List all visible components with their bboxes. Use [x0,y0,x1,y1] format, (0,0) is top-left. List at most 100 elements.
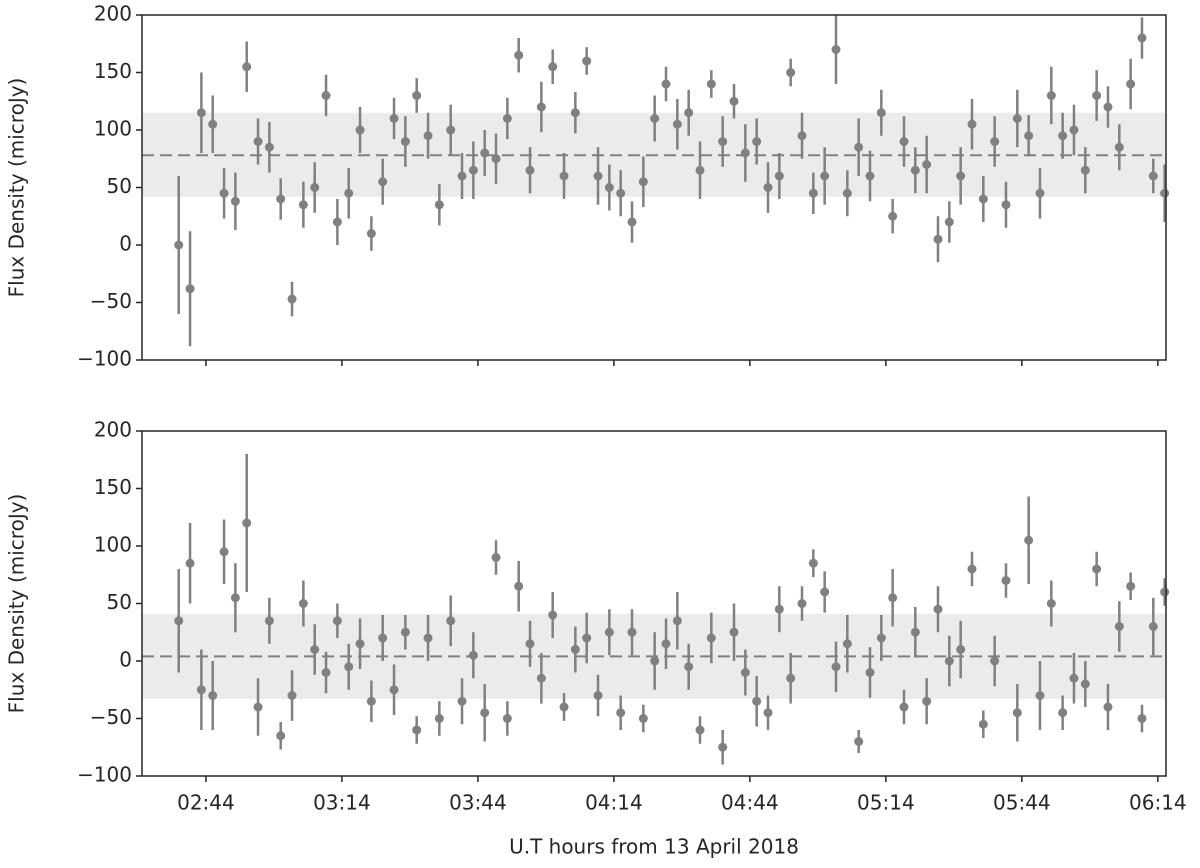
data-point [412,725,422,735]
data-point [468,650,478,660]
data-point [1035,691,1045,700]
data-point [899,137,909,146]
data-point [990,656,1000,666]
data-point [253,137,263,146]
data-point [593,691,603,700]
data-point [548,610,558,620]
data-point [854,142,864,152]
data-point [729,96,739,106]
data-point [978,194,988,204]
data-point [604,183,614,192]
data-point [763,708,773,718]
data-point [332,616,342,626]
data-point [1012,708,1022,718]
data-point [344,662,354,672]
data-point [888,211,898,221]
data-point [888,593,898,603]
data-point [355,125,365,135]
data-point [593,171,603,181]
data-point [536,102,546,112]
data-point [366,229,376,238]
data-point [684,662,694,672]
data-point [582,633,592,643]
data-point [1103,702,1113,712]
data-point [559,702,569,712]
data-point [355,639,365,649]
data-point [208,119,218,129]
data-point [457,171,467,181]
data-point [786,68,796,77]
x-axis-label: U.T hours from 13 April 2018 [509,835,799,859]
data-point [253,702,263,712]
x-tick-label: 04:44 [721,791,779,815]
y-tick-label: 100 [94,533,132,557]
y-tick-label: −50 [90,289,132,313]
data-point [616,708,626,718]
x-tick-label: 03:44 [449,791,507,815]
data-point [491,154,501,164]
data-point [1058,131,1068,141]
data-point [638,177,648,187]
data-point [933,604,943,614]
data-point [276,731,286,741]
data-point [298,599,308,608]
data-point [1137,33,1147,43]
data-point [1126,79,1136,89]
data-point [1126,581,1136,591]
data-point [797,599,807,608]
y-tick-label: −100 [77,347,132,371]
data-point [1080,165,1090,175]
data-point [786,673,796,683]
data-point [264,616,274,626]
data-point [491,553,501,562]
x-tick-label: 05:14 [857,791,915,815]
data-point [1114,622,1124,631]
data-point [956,645,966,654]
y-tick-label: 200 [94,2,132,26]
data-point [808,558,818,568]
data-point [1058,708,1068,718]
data-point [718,742,728,752]
data-point [978,719,988,729]
data-point [1024,131,1034,141]
data-point [1114,142,1124,152]
data-point [899,702,909,712]
data-point [389,114,399,123]
data-point [638,714,648,723]
data-point [616,188,626,198]
data-point [820,587,830,597]
data-point [1001,200,1011,210]
x-tick-label: 06:14 [1129,791,1187,815]
data-point [865,171,875,181]
data-point [774,604,784,614]
data-point [298,200,308,210]
data-point [842,639,852,649]
y-axis-label: Flux Density (microJy) [5,78,29,298]
x-tick-label: 02:44 [177,791,235,815]
data-point [718,137,728,146]
data-point [389,685,399,695]
data-point [242,62,252,72]
data-point [706,79,716,89]
data-point [548,62,558,72]
data-point [910,627,920,637]
x-tick-label: 04:14 [585,791,643,815]
data-point [842,188,852,198]
data-point [604,627,614,637]
data-point [174,616,184,626]
data-point [434,714,444,723]
data-point [514,581,524,591]
data-point [684,108,694,118]
data-point [502,114,512,123]
y-tick-label: −50 [90,705,132,729]
data-point [423,131,433,141]
data-point [287,294,297,304]
data-point [1069,673,1079,683]
data-point [525,165,535,175]
data-point [1137,714,1147,723]
x-tick-label: 05:44 [993,791,1051,815]
data-point [650,114,660,123]
data-point [740,668,750,677]
data-point [1001,576,1011,585]
data-point [1148,622,1158,631]
